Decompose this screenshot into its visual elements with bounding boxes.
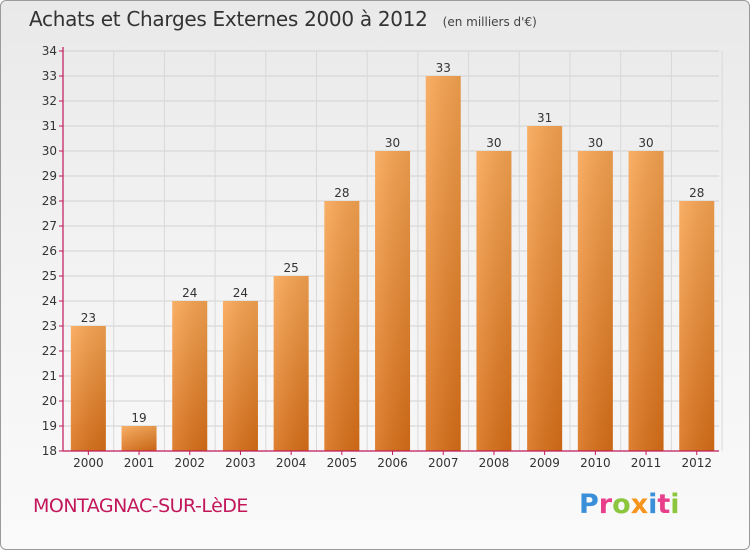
bar-value-label: 28 <box>334 186 349 200</box>
bar-layer: 23 19 24 24 25 28 30 33 30 31 30 30 28 <box>70 61 715 451</box>
bar-value-label: 30 <box>385 136 400 150</box>
chart-title-block: Achats et Charges Externes 2000 à 2012 (… <box>29 7 537 31</box>
y-tick-label: 22 <box>42 344 57 358</box>
bar-value-label: 31 <box>537 111 552 125</box>
y-tick-label: 31 <box>42 119 57 133</box>
y-tick-label: 20 <box>42 394 57 408</box>
bar-shade <box>121 426 157 451</box>
y-tick-label: 34 <box>42 44 57 58</box>
y-tick-label: 26 <box>42 244 57 258</box>
bar-shade <box>679 201 715 451</box>
y-tick-label: 18 <box>42 444 57 458</box>
commune-name: MONTAGNAC-SUR-LèDE <box>33 495 248 517</box>
axis-layer: 18 19 20 21 22 23 24 25 26 27 28 29 30 31 32 33 34 2000 20… <box>42 44 719 470</box>
x-tick-label: 2006 <box>377 456 408 470</box>
bar-value-label: 33 <box>436 61 451 75</box>
y-tick-label: 27 <box>42 219 57 233</box>
y-tick-label: 23 <box>42 319 57 333</box>
chart-title: Achats et Charges Externes 2000 à 2012 <box>29 7 428 31</box>
bar-value-label: 23 <box>81 311 96 325</box>
bar-shade <box>527 126 563 451</box>
bar-shade <box>222 301 258 451</box>
bar-value-label: 30 <box>638 136 653 150</box>
bar-value-label: 19 <box>131 411 146 425</box>
x-tick-label: 2007 <box>428 456 459 470</box>
bar-shade <box>324 201 360 451</box>
x-tick-label: 2008 <box>479 456 510 470</box>
x-tick-label: 2001 <box>124 456 155 470</box>
x-tick-label: 2005 <box>327 456 358 470</box>
proxiti-logo: Proxiti <box>579 489 680 520</box>
y-tick-label: 19 <box>42 419 57 433</box>
bar-value-label: 25 <box>284 261 299 275</box>
bar-shade <box>577 151 613 451</box>
bar-value-label: 30 <box>486 136 501 150</box>
x-tick-label: 2004 <box>276 456 307 470</box>
bar-shade <box>172 301 208 451</box>
x-tick-label: 2010 <box>580 456 611 470</box>
bar-shade <box>375 151 411 451</box>
x-tick-label: 2012 <box>681 456 712 470</box>
x-tick-label: 2003 <box>225 456 256 470</box>
y-tick-label: 28 <box>42 194 57 208</box>
bar-value-label: 30 <box>588 136 603 150</box>
bar-shade <box>476 151 512 451</box>
bar-shade <box>70 326 106 451</box>
y-tick-label: 33 <box>42 69 57 83</box>
chart-unit-note: (en milliers d'€) <box>442 15 537 29</box>
bar-shade <box>273 276 309 451</box>
y-tick-label: 24 <box>42 294 57 308</box>
y-tick-label: 32 <box>42 94 57 108</box>
x-tick-label: 2009 <box>529 456 560 470</box>
bar-value-label: 24 <box>233 286 248 300</box>
x-tick-label: 2002 <box>174 456 205 470</box>
y-tick-label: 29 <box>42 169 57 183</box>
x-tick-label: 2011 <box>631 456 662 470</box>
y-tick-label: 25 <box>42 269 57 283</box>
y-tick-label: 21 <box>42 369 57 383</box>
bar-value-label: 28 <box>689 186 704 200</box>
x-tick-label: 2000 <box>73 456 104 470</box>
bar-value-label: 24 <box>182 286 197 300</box>
bar-shade <box>628 151 664 451</box>
bar-shade <box>425 76 461 451</box>
y-tick-label: 30 <box>42 144 57 158</box>
